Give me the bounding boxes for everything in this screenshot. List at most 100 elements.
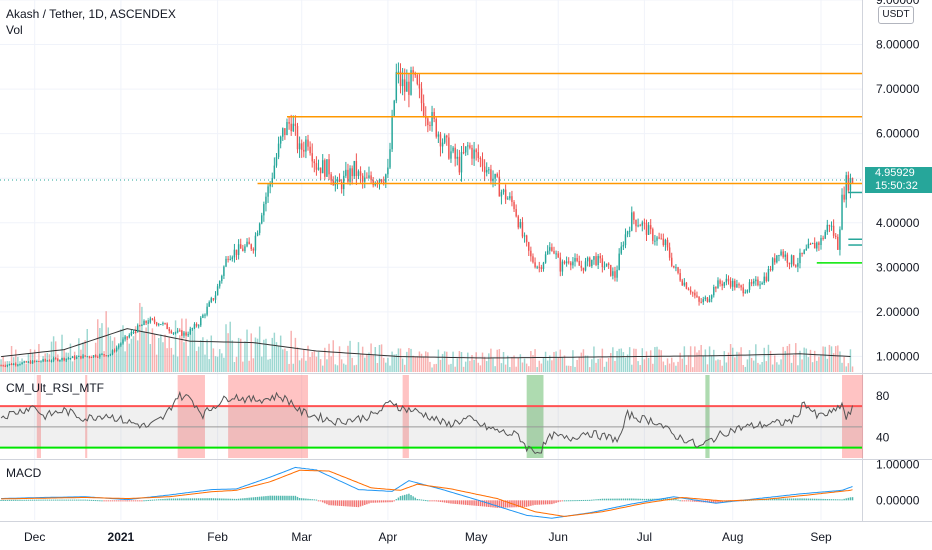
macd-histogram-bar: [174, 498, 177, 501]
candle-body: [771, 258, 774, 270]
candle-body: [549, 247, 551, 251]
volume-bar: [67, 352, 70, 372]
macd-histogram-bar: [584, 499, 587, 501]
volume-bar: [214, 356, 217, 372]
last-price-value: 4.95929: [875, 167, 915, 179]
horizontal-levels[interactable]: [257, 72, 862, 264]
macd-histogram-bar: [231, 498, 234, 501]
macd-histogram-bar: [673, 498, 675, 501]
macd-histogram-bar: [593, 499, 595, 501]
volume-bar: [576, 359, 578, 372]
macd-histogram-bar: [431, 500, 433, 502]
volume-bar: [359, 354, 362, 372]
candle-body: [212, 298, 215, 300]
volume-bar: [492, 358, 494, 372]
candle-body: [263, 204, 265, 216]
macd-histogram-bar: [336, 500, 339, 506]
macd-histogram-bar: [147, 499, 149, 501]
macd-histogram-bar: [343, 500, 345, 507]
candle-body: [574, 258, 576, 262]
candle-body: [408, 81, 410, 95]
volume-bar: [483, 356, 486, 372]
candle-body: [530, 250, 532, 257]
candle-body: [25, 361, 28, 363]
candle-body: [673, 265, 675, 268]
macd-histogram-bar: [582, 499, 585, 501]
candle-body: [223, 266, 225, 276]
macd-histogram-bar: [10, 499, 13, 501]
candle-body: [343, 175, 345, 190]
candle-body: [588, 257, 591, 267]
volume-bar: [197, 346, 200, 372]
currency-unit-button[interactable]: USDT: [878, 6, 914, 24]
candle-body: [807, 243, 810, 249]
volume-bar: [237, 337, 240, 372]
candle-body: [130, 332, 133, 335]
rsi-overbought-zone: [85, 375, 88, 458]
volume-bar: [372, 354, 374, 372]
candle-body: [845, 175, 847, 200]
volume-bar: [38, 344, 40, 372]
macd-histogram-bar: [555, 500, 557, 503]
volume-bar: [540, 363, 543, 372]
macd-histogram-bar: [164, 498, 166, 501]
macd-histogram-bar: [71, 499, 74, 501]
volume-bar: [824, 346, 826, 372]
time-tick-label: 2021: [108, 530, 135, 544]
rsi-oversold-zone: [705, 375, 710, 458]
candle-body: [418, 83, 421, 89]
macd-histogram-bar: [12, 499, 15, 501]
macd-histogram-bar: [469, 500, 471, 506]
candle-body: [149, 318, 152, 323]
macd-histogram-bar: [631, 498, 633, 501]
volume-bar: [248, 360, 250, 372]
candle-body: [162, 323, 164, 325]
volume-bar: [326, 359, 328, 372]
last-price-tag: 4.95929 15:50:32: [865, 167, 932, 193]
macd-histogram-bar: [635, 498, 637, 501]
candle-body: [147, 322, 149, 324]
candle-body: [229, 259, 231, 261]
macd-histogram-bar: [361, 500, 364, 506]
macd-histogram-bar: [605, 498, 608, 501]
candle-body: [496, 173, 498, 177]
volume-label: Vol: [6, 23, 23, 37]
candle-body: [351, 168, 353, 177]
candle-body: [97, 356, 99, 358]
volume-bar: [273, 332, 276, 372]
macd-histogram-bar: [113, 500, 116, 502]
candle-body: [839, 229, 841, 250]
macd-histogram-bar: [473, 500, 475, 506]
macd-histogram-bar: [452, 500, 454, 504]
volume-bar: [841, 362, 843, 372]
macd-histogram-bar: [200, 498, 202, 501]
macd-histogram-bar: [187, 498, 189, 501]
volume-bar: [660, 350, 662, 372]
volume-bar: [382, 357, 385, 372]
macd-histogram-bar: [38, 499, 40, 501]
volume-bar: [689, 346, 692, 372]
candle-body: [115, 347, 118, 352]
macd-histogram-bar: [269, 495, 271, 501]
candle-body: [647, 225, 650, 235]
volume-bar: [265, 338, 267, 372]
candle-body: [256, 232, 259, 236]
volume-bar: [164, 334, 166, 372]
volume-bar: [565, 365, 568, 372]
volume-bar: [685, 364, 688, 372]
candle-body: [805, 248, 808, 251]
macd-histogram-bar: [610, 498, 612, 501]
candle-body: [694, 292, 696, 296]
volume-bar: [696, 352, 698, 372]
macd-histogram-bar: [504, 500, 507, 508]
candle-body: [708, 298, 711, 302]
candle-body: [324, 160, 326, 177]
macd-histogram-bar: [778, 498, 780, 501]
candle-body: [481, 159, 484, 167]
volume-bar: [143, 331, 145, 372]
macd-histogram-bar: [767, 498, 770, 501]
volume-bar: [727, 352, 730, 372]
volume-bar: [673, 362, 675, 372]
macd-histogram-bar: [818, 498, 820, 501]
